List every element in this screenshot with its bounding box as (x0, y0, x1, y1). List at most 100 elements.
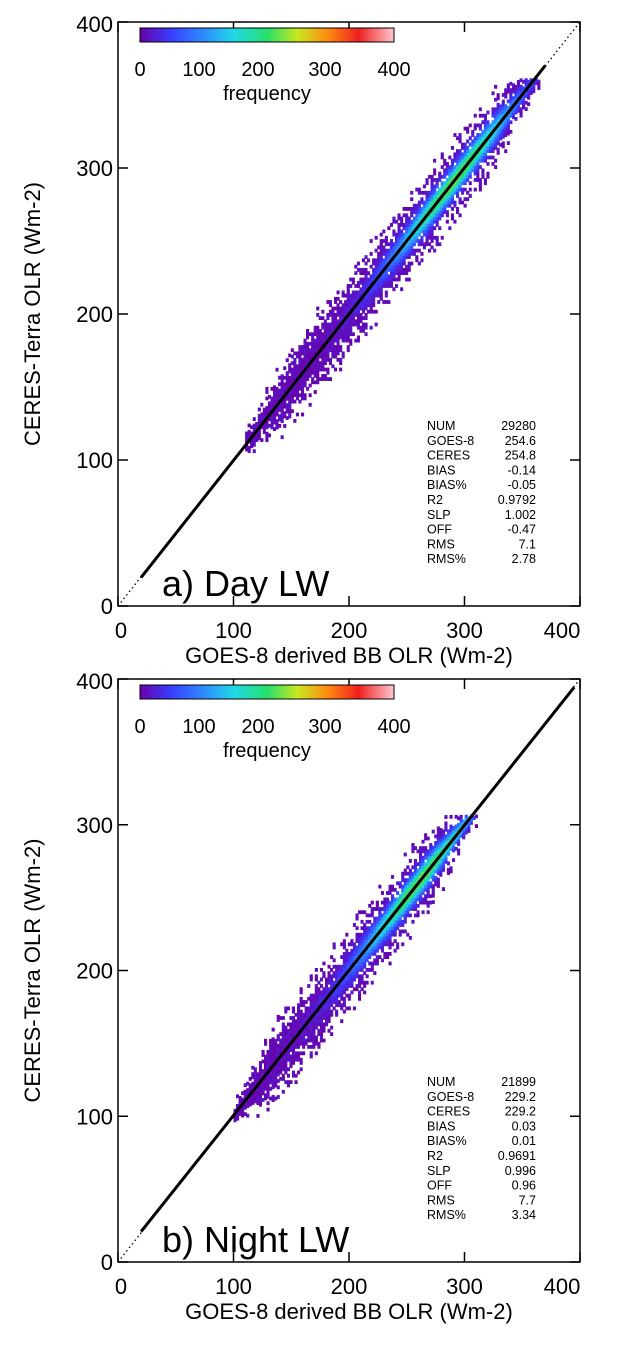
density-cell (293, 377, 297, 381)
density-cell (341, 354, 345, 359)
density-cell (527, 102, 531, 107)
density-cell (494, 146, 498, 150)
density-cell (341, 338, 345, 343)
density-cell (395, 232, 399, 237)
density-cell (380, 939, 384, 943)
density-cell (279, 1051, 283, 1056)
density-cell (501, 125, 505, 129)
density-cell (312, 1016, 316, 1020)
density-cell (450, 165, 454, 169)
density-cell (443, 187, 447, 192)
density-cell (306, 335, 310, 340)
density-cell (335, 996, 339, 1001)
density-cell (458, 181, 462, 186)
density-cell (458, 174, 462, 179)
density-cell (516, 89, 520, 94)
density-cell (473, 165, 477, 169)
density-cell (434, 876, 438, 880)
density-cell (426, 836, 430, 841)
density-cell (424, 884, 428, 889)
density-cell (253, 1096, 257, 1101)
density-cell (360, 919, 364, 924)
density-cell (506, 83, 510, 88)
density-cell (260, 415, 264, 420)
density-cell (264, 1080, 268, 1085)
density-cell (501, 144, 505, 149)
density-cell (383, 897, 387, 902)
stat-name: SLP (427, 508, 451, 522)
density-cell (349, 319, 353, 324)
density-cell (321, 374, 325, 378)
density-cell (370, 910, 374, 915)
density-cell (428, 248, 432, 253)
density-cell (290, 348, 294, 353)
density-cell (439, 860, 443, 864)
density-cell (457, 848, 461, 853)
density-cell (350, 984, 354, 988)
density-cell (298, 380, 302, 385)
density-cell (413, 878, 417, 882)
density-cell (391, 903, 395, 908)
density-cell (314, 993, 318, 998)
density-cell (354, 284, 358, 288)
density-cell (378, 942, 382, 947)
stat-value: 0.01 (512, 1134, 536, 1148)
density-cell (438, 178, 442, 182)
density-cell (491, 107, 495, 112)
density-cell (327, 1019, 331, 1024)
density-cell (314, 1035, 318, 1040)
density-cell (293, 367, 297, 372)
density-cell (319, 1035, 323, 1040)
density-cell (295, 374, 299, 378)
density-cell (421, 855, 425, 860)
density-cell (281, 1016, 285, 1020)
density-cell (301, 393, 305, 398)
density-cell (359, 316, 363, 320)
density-cell (397, 235, 401, 240)
density-cell (410, 252, 414, 256)
density-cell (319, 977, 323, 982)
density-cell (433, 190, 437, 195)
density-cell (325, 984, 329, 988)
density-cell (421, 849, 425, 854)
density-cell (368, 929, 372, 934)
density-cell (403, 884, 407, 889)
density-cell (274, 1071, 278, 1075)
density-cell (411, 900, 415, 905)
density-cell (266, 1078, 270, 1083)
density-cell (332, 942, 336, 947)
density-cell (257, 436, 261, 441)
density-cell (395, 264, 399, 269)
density-cell (506, 125, 510, 129)
density-cell (312, 1035, 316, 1040)
density-cell (413, 875, 417, 879)
density-cell (408, 907, 412, 911)
density-cell (322, 1012, 326, 1017)
density-cell (388, 936, 392, 940)
density-cell (270, 412, 274, 417)
density-cell (436, 836, 440, 840)
density-cell (319, 1038, 323, 1043)
density-cell (361, 296, 365, 301)
density-cell (279, 1057, 283, 1062)
density-cell (309, 1032, 313, 1036)
density-cell (489, 129, 493, 134)
density-cell (316, 370, 320, 375)
density-cell (415, 248, 419, 253)
density-cell (278, 375, 282, 380)
density-cell (422, 229, 426, 234)
density-cell (330, 984, 334, 988)
density-cell (529, 91, 533, 95)
density-cell (332, 958, 336, 963)
density-cell (426, 881, 430, 886)
density-cell (309, 993, 313, 998)
density-cell (496, 131, 500, 136)
density-cell (374, 280, 378, 285)
density-cell (378, 910, 382, 915)
density-cell (483, 113, 487, 118)
density-cell (438, 174, 442, 179)
density-cell (453, 133, 457, 137)
density-cell (375, 916, 379, 921)
y-tick-label: 100 (76, 448, 113, 473)
density-cell (373, 929, 377, 934)
